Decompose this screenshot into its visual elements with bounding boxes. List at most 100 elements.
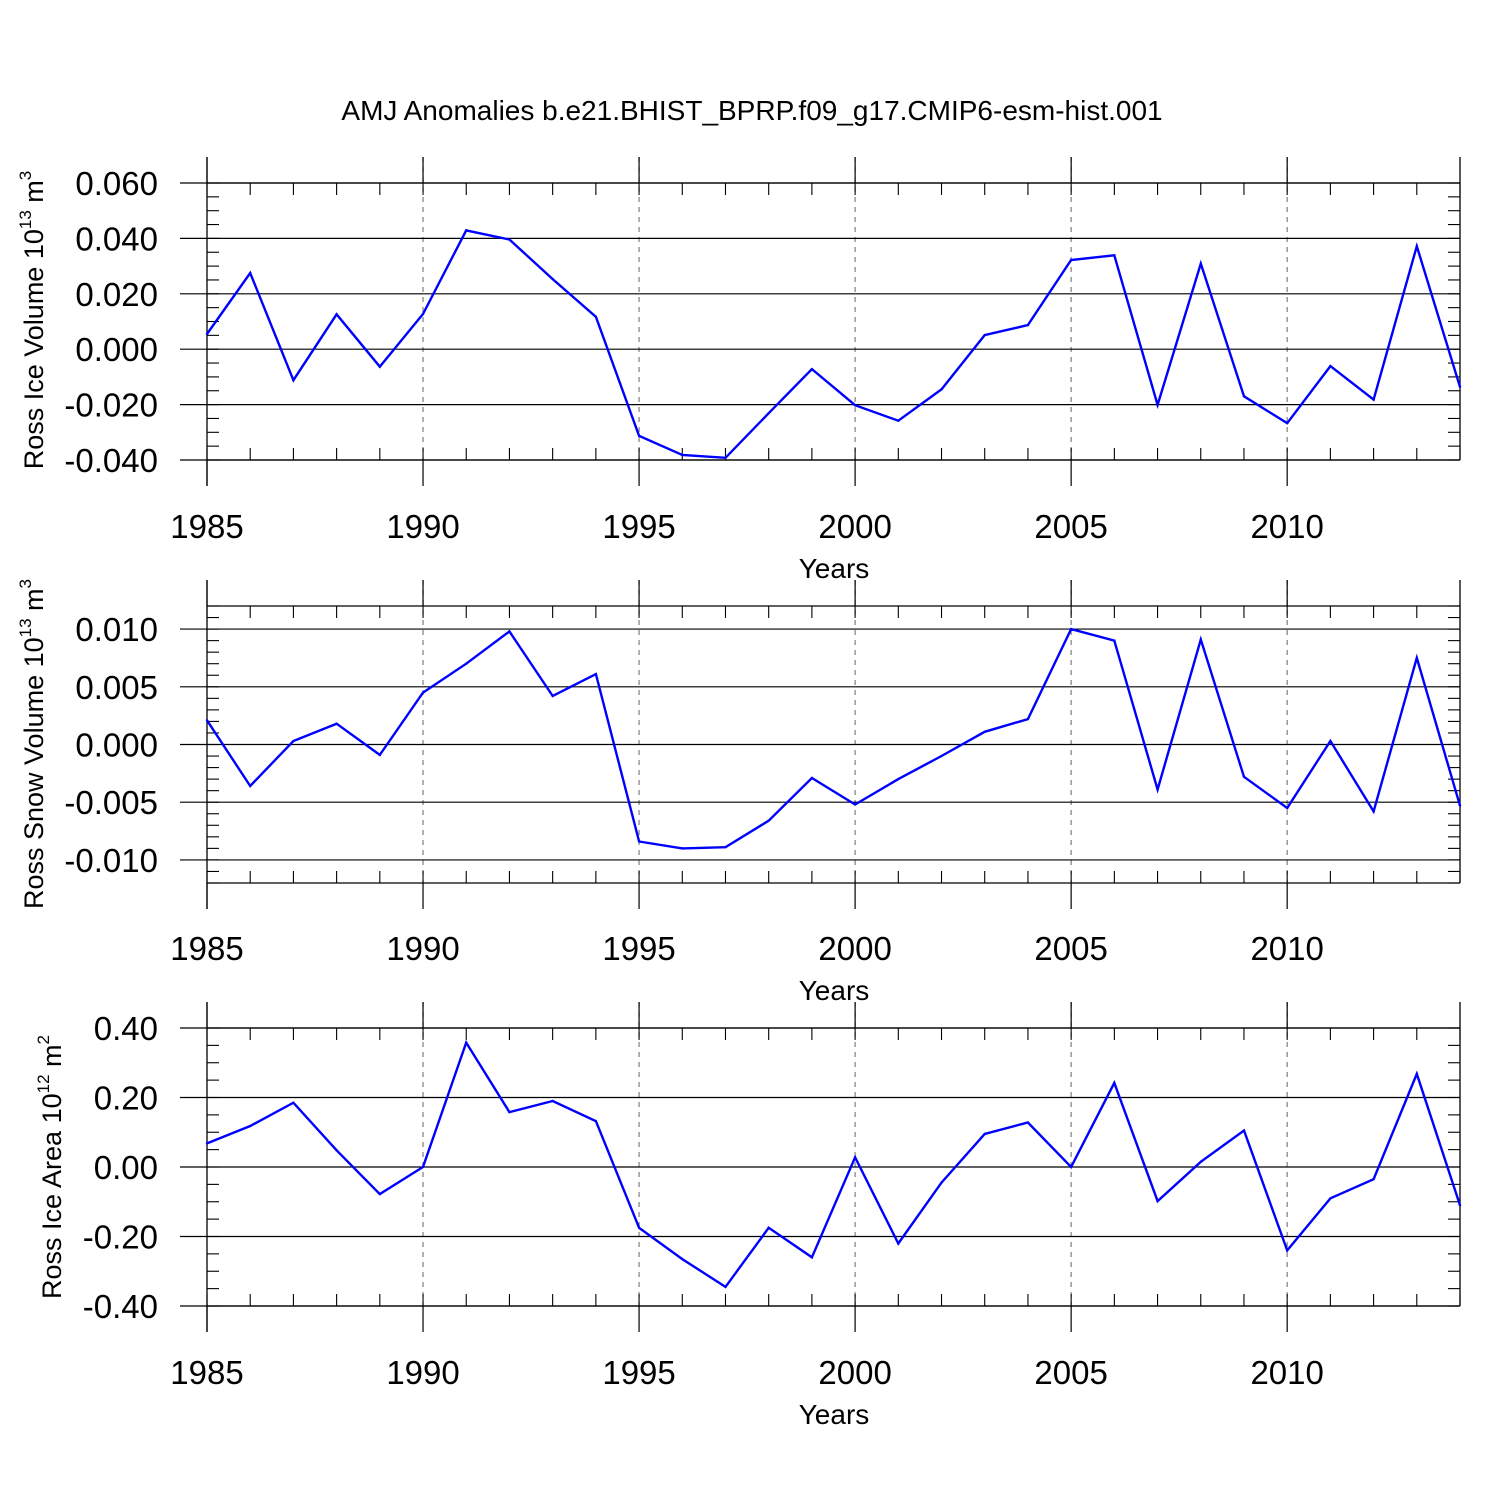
data-point <box>249 1124 252 1128</box>
data-point <box>1242 395 1246 398</box>
y-tick-label: -0.005 <box>64 784 158 821</box>
data-point <box>637 840 641 843</box>
data-point <box>551 694 554 698</box>
data-point <box>1458 804 1462 807</box>
data-point <box>335 313 338 316</box>
y-axis-label: Ross Ice Volume 1013 m3 <box>16 171 49 470</box>
data-point <box>508 1110 511 1114</box>
data-point <box>1069 1165 1073 1169</box>
data-point <box>637 1226 641 1230</box>
y-tick-label: 0.000 <box>75 727 158 764</box>
data-point <box>292 739 295 743</box>
data-point <box>1156 1199 1159 1203</box>
data-point <box>681 847 684 850</box>
x-axis-label: Years <box>799 1399 870 1430</box>
x-axis-label: Years <box>799 975 870 1006</box>
panels: -0.040 -0.020 0.000 0.020 0.040 0.060 1985 1990… <box>16 157 1462 1430</box>
data-point <box>1415 244 1418 248</box>
data-point <box>767 819 770 822</box>
y-axis-label-exponent: 13 <box>16 618 35 637</box>
data-point <box>335 722 338 725</box>
data-point <box>465 1041 468 1044</box>
y-tick-label: 0.060 <box>75 165 158 202</box>
data-point <box>205 1142 209 1145</box>
data-point <box>724 846 727 849</box>
data-point <box>1069 258 1073 262</box>
data-point <box>1242 1129 1246 1132</box>
data-point <box>940 754 943 758</box>
data-point <box>810 776 814 780</box>
x-tick-label: 2000 <box>818 930 891 967</box>
data-point <box>421 1165 425 1169</box>
data-point <box>767 1226 770 1230</box>
y-axis-label-text: Ross Snow Volume 10 <box>19 637 49 909</box>
chart-panel-3: -0.40 -0.20 0.00 0.20 0.40 1985 1990 1995 2000 20… <box>34 1002 1462 1430</box>
y-axis-label-unit-exponent: 2 <box>34 1035 53 1044</box>
data-point <box>421 691 425 694</box>
data-point <box>594 1119 598 1123</box>
data-point <box>983 1132 986 1136</box>
data-point <box>551 1099 554 1103</box>
x-tick-label: 1995 <box>602 508 675 545</box>
series-line <box>206 1039 1462 1289</box>
data-point <box>681 1257 684 1261</box>
data-point <box>1415 1072 1418 1076</box>
data-point <box>205 332 209 336</box>
data-point <box>724 1285 727 1289</box>
data-point <box>853 1156 857 1159</box>
data-point <box>1026 717 1030 721</box>
data-point <box>594 672 598 676</box>
data-point <box>1329 739 1332 743</box>
data-point <box>292 379 295 382</box>
data-point <box>465 662 468 665</box>
data-point <box>465 229 468 232</box>
data-point <box>508 630 511 633</box>
y-axis-label: Ross Ice Area 1012 m2 <box>34 1035 67 1299</box>
data-point <box>897 1242 900 1245</box>
data-point <box>205 719 209 722</box>
data-point <box>378 753 382 757</box>
data-point <box>1199 262 1202 265</box>
x-tick-label: 1995 <box>602 1354 675 1391</box>
data-point <box>1069 627 1073 631</box>
data-point <box>1285 806 1289 810</box>
data-point <box>810 367 814 371</box>
data-point <box>1372 398 1375 401</box>
x-tick-label: 2000 <box>818 1354 891 1391</box>
data-point <box>1458 1204 1462 1207</box>
data-point <box>249 784 252 788</box>
data-point <box>1199 638 1202 641</box>
data-point <box>853 803 857 806</box>
y-axis-label-unit: m <box>19 588 49 618</box>
y-axis-label: Ross Snow Volume 1013 m3 <box>16 579 49 909</box>
data-point <box>378 365 382 368</box>
chart-title: AMJ Anomalies b.e21.BHIST_BPRP.f09_g17.C… <box>341 95 1162 126</box>
data-point <box>897 777 900 781</box>
y-axis-label-exponent: 13 <box>16 210 35 229</box>
data-point <box>767 411 770 415</box>
data-point <box>897 419 900 422</box>
chart-panel-1: -0.040 -0.020 0.000 0.020 0.040 0.060 1985 1990… <box>16 157 1462 584</box>
data-point <box>983 333 986 337</box>
data-point <box>724 456 727 459</box>
y-tick-label: -0.20 <box>83 1219 158 1256</box>
data-point <box>551 277 554 281</box>
y-tick-label: -0.020 <box>64 387 158 424</box>
data-point <box>940 1181 943 1184</box>
x-tick-label: 2005 <box>1034 1354 1107 1391</box>
data-point <box>1242 775 1246 779</box>
data-point <box>335 1149 338 1152</box>
y-tick-label: 0.40 <box>94 1010 158 1047</box>
data-point <box>1026 323 1030 327</box>
series-line <box>205 627 1462 850</box>
y-tick-label: -0.40 <box>83 1288 158 1325</box>
y-tick-label: 0.020 <box>75 276 158 313</box>
data-point <box>940 388 943 391</box>
data-point <box>810 1256 814 1259</box>
x-axis-label: Years <box>799 553 870 584</box>
data-point <box>1026 1121 1030 1124</box>
data-point <box>983 730 986 734</box>
x-tick-label: 2010 <box>1250 930 1323 967</box>
y-tick-label: 0.000 <box>75 331 158 368</box>
